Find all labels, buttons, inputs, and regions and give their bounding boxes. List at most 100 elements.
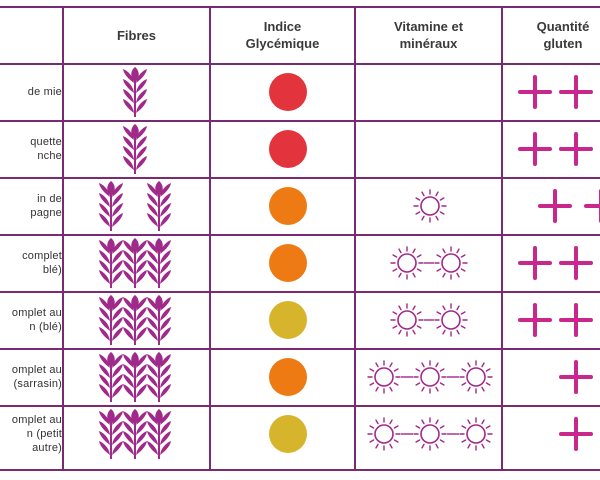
header-gluten-line2: gluten <box>543 36 583 51</box>
plus-icon <box>559 132 593 166</box>
glycemic-index-dot <box>269 244 307 282</box>
glycemic-index-cell <box>211 121 354 177</box>
gluten-cell <box>503 178 600 234</box>
sun-icon <box>367 360 401 394</box>
sun-icon <box>434 303 468 337</box>
wheat-icon <box>123 124 147 174</box>
grid-column-divider <box>354 6 356 471</box>
fibres-cell <box>64 349 209 405</box>
wheat-icon <box>147 409 171 459</box>
glycemic-index-dot <box>269 73 307 111</box>
row-label-line: omplet au <box>11 307 62 319</box>
glycemic-index-dot <box>269 415 307 453</box>
sun-icon <box>390 246 424 280</box>
plus-icon <box>584 189 600 223</box>
row-label-line: de mie <box>27 86 62 98</box>
wheat-icon <box>123 352 147 402</box>
row-label-line: n (petit <box>26 428 62 440</box>
vitamins-cell <box>356 349 501 405</box>
row-label-line: blé) <box>42 264 62 276</box>
header-fibres: Fibres <box>64 6 209 64</box>
header-gluten-line1: Quantité <box>536 19 590 34</box>
plus-icon <box>518 303 552 337</box>
header-vit-line2: minéraux <box>399 36 458 51</box>
gluten-cell <box>503 121 600 177</box>
plus-icon <box>559 417 593 451</box>
fibres-cell <box>64 292 209 348</box>
glycemic-index-cell <box>211 292 354 348</box>
header-ig-line1: Indice <box>263 19 302 34</box>
grid-row-divider <box>0 405 600 407</box>
plus-icon <box>559 246 593 280</box>
header-fibres-label: Fibres <box>116 27 156 43</box>
row-label-line: (sarrasin) <box>13 378 62 390</box>
glycemic-index-cell <box>211 235 354 291</box>
grid-row-divider <box>0 234 600 236</box>
grid-column-divider <box>209 6 211 471</box>
row-label-line: n (blé) <box>29 321 62 333</box>
header-gluten: Quantité gluten <box>503 6 600 64</box>
grid-row-divider <box>0 291 600 293</box>
row-label-line: omplet au <box>11 414 62 426</box>
wheat-icon <box>99 181 123 231</box>
glycemic-index-dot <box>269 187 307 225</box>
sun-icon <box>413 360 447 394</box>
row-label: de mie <box>0 64 62 120</box>
wheat-icon <box>123 409 147 459</box>
glycemic-index-cell <box>211 178 354 234</box>
row-label-line: in de <box>37 193 62 205</box>
row-label-line: autre) <box>32 442 62 454</box>
grid-column-divider <box>501 6 503 471</box>
row-label-line: pagne <box>30 207 62 219</box>
wheat-icon <box>147 352 171 402</box>
grid-row-divider <box>0 120 600 122</box>
header-glycemic-index: Indice Glycémique <box>211 6 354 64</box>
fibres-cell <box>64 235 209 291</box>
gluten-cell <box>503 349 600 405</box>
header-vit-line1: Vitamine et <box>393 19 464 34</box>
wheat-icon <box>147 295 171 345</box>
wheat-icon <box>147 238 171 288</box>
sun-icon <box>459 360 493 394</box>
grid-row-divider <box>0 469 600 471</box>
sun-icon <box>459 417 493 451</box>
row-label: omplet au (sarrasin) <box>0 349 62 405</box>
wheat-icon <box>99 352 123 402</box>
header-vitamins: Vitamine et minéraux <box>356 6 501 64</box>
gluten-cell <box>503 235 600 291</box>
grid-column-divider <box>62 6 64 471</box>
row-label-line: omplet au <box>11 364 62 376</box>
wheat-icon <box>147 181 171 231</box>
plus-icon <box>559 75 593 109</box>
vitamins-cell <box>356 406 501 462</box>
wheat-icon <box>123 295 147 345</box>
wheat-icon <box>123 67 147 117</box>
sun-icon <box>434 246 468 280</box>
sun-icon <box>413 189 447 223</box>
row-label-line: nche <box>37 150 62 162</box>
fibres-cell <box>64 406 209 462</box>
wheat-icon <box>99 238 123 288</box>
grid-row-divider <box>0 348 600 350</box>
row-label: quette nche <box>0 121 62 177</box>
grid-row-divider <box>0 177 600 179</box>
plus-icon <box>518 132 552 166</box>
glycemic-index-cell <box>211 64 354 120</box>
vitamins-cell <box>356 235 501 291</box>
vitamins-cell <box>356 64 501 120</box>
fibres-cell <box>64 64 209 120</box>
glycemic-index-cell <box>211 349 354 405</box>
glycemic-index-dot <box>269 358 307 396</box>
plus-icon <box>538 189 572 223</box>
glycemic-index-dot <box>269 130 307 168</box>
fibres-cell <box>64 178 209 234</box>
sun-icon <box>367 417 401 451</box>
grid-row-divider <box>0 6 600 8</box>
sun-icon <box>413 417 447 451</box>
grid-row-divider <box>0 63 600 65</box>
vitamins-cell <box>356 292 501 348</box>
vitamins-cell <box>356 178 501 234</box>
gluten-cell <box>503 292 600 348</box>
header-ig-line2: Glycémique <box>245 36 320 51</box>
